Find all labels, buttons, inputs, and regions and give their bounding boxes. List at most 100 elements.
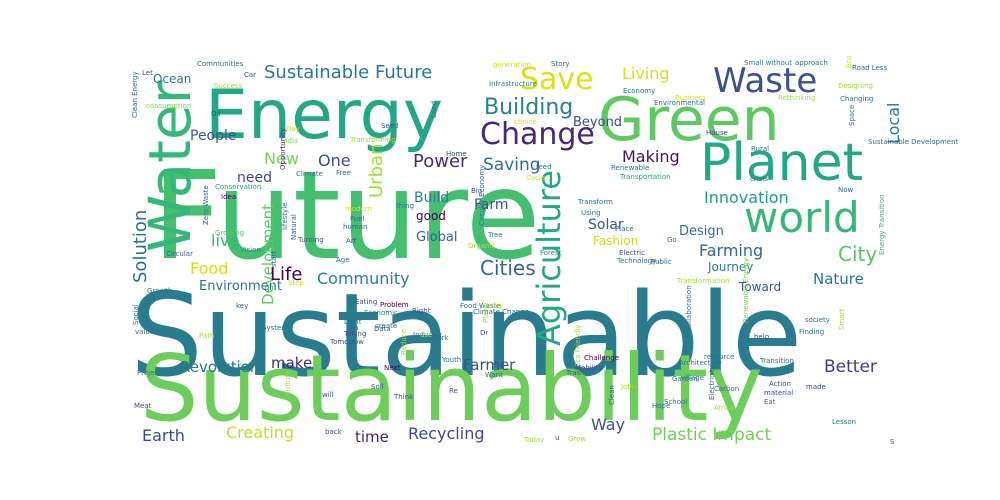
word-cloud-word: make: [271, 354, 312, 372]
word-cloud-word: Planet: [700, 133, 863, 193]
word-cloud-word: Finding: [799, 328, 824, 336]
word-cloud-word: Clean: [608, 385, 616, 405]
word-cloud-word: Economic: [364, 309, 398, 317]
word-cloud-word: Project: [137, 369, 161, 377]
word-cloud-word: Land: [430, 101, 438, 118]
word-cloud-word: Climate: [296, 170, 323, 178]
word-cloud-word: Living: [622, 64, 670, 83]
word-cloud-word: material: [764, 389, 793, 397]
word-cloud-word: House: [706, 129, 728, 137]
word-cloud-word: Road: [484, 302, 502, 310]
word-cloud-word: Circular: [166, 250, 193, 258]
word-cloud-word: Story: [551, 60, 570, 68]
word-cloud-word: Creating: [226, 423, 294, 442]
word-cloud-word: Communities: [197, 60, 244, 68]
word-cloud-word: Go: [667, 236, 677, 244]
word-cloud-word: Eat: [764, 398, 776, 406]
word-cloud-word: Rural: [751, 145, 769, 153]
word-cloud-word: human: [343, 223, 367, 231]
word-cloud-word: System: [262, 324, 288, 332]
word-cloud-word: Think: [393, 393, 414, 401]
word-cloud-word: Journey: [707, 260, 753, 274]
word-cloud-word: Sustainable Future: [264, 62, 432, 83]
word-cloud-word: Community: [317, 269, 410, 288]
word-cloud-word: Age: [336, 256, 350, 264]
word-cloud-word: Action: [769, 380, 791, 388]
word-cloud-word: modern: [345, 205, 372, 213]
word-cloud-word: Nature: [813, 270, 864, 288]
word-cloud-word: u: [555, 434, 559, 442]
word-cloud-word: Plant: [482, 305, 490, 323]
word-cloud-word: Transforming: [349, 136, 396, 144]
word-cloud-word: Tomorrow: [329, 338, 364, 346]
word-cloud-word: Path: [199, 332, 214, 340]
word-cloud-word: Fuel: [350, 215, 364, 223]
word-cloud-word: Building: [484, 95, 573, 120]
word-cloud-word: Fashion: [593, 234, 638, 248]
word-cloud-word: Local: [884, 103, 903, 144]
word-cloud-word: Infrastructure: [489, 80, 537, 88]
word-cloud-word: Farming: [699, 241, 763, 260]
word-cloud-word: create: [375, 322, 397, 330]
word-cloud-word: Mobility: [575, 364, 603, 372]
word-cloud-word: Solution: [130, 210, 151, 283]
word-cloud-word: Power: [413, 151, 468, 172]
word-cloud-word: Life: [270, 264, 302, 285]
word-cloud-word: Agriculture: [530, 170, 568, 346]
word-cloud-word: Transformation: [676, 277, 730, 285]
word-cloud-word: Growing: [215, 229, 244, 237]
word-cloud-word: Design: [679, 224, 724, 239]
word-cloud-word: made: [806, 383, 826, 391]
word-cloud-word: consumption: [146, 102, 191, 110]
word-cloud-word: Economy: [623, 87, 655, 95]
word-cloud-word: Meat: [134, 402, 152, 410]
word-cloud-word: Let: [142, 69, 153, 77]
word-cloud-word: feed: [536, 163, 552, 171]
word-cloud-word: Way: [591, 415, 625, 434]
word-cloud-word: Culture: [284, 371, 292, 396]
word-cloud-word: Organic: [468, 242, 495, 250]
word-cloud-word: Conservation: [215, 183, 261, 191]
word-cloud-word: Renewable: [611, 164, 649, 172]
word-cloud-word: Cycle: [526, 174, 545, 182]
word-cloud-word: Global: [416, 230, 457, 245]
word-cloud-word: Innovation: [704, 188, 789, 207]
word-cloud-word: Sustainability: [140, 335, 763, 442]
word-cloud-word: Earth: [142, 426, 185, 445]
word-cloud-word: Right: [412, 307, 431, 315]
word-cloud-word: Turning: [297, 236, 324, 244]
word-cloud-word: time: [355, 428, 389, 446]
word-cloud-word: Tree: [487, 231, 503, 239]
word-cloud-word: start: [270, 250, 278, 267]
word-cloud-word: Saving: [483, 155, 541, 175]
word-cloud-word: Africa: [714, 404, 734, 412]
word-cloud-word: Changing: [840, 95, 873, 103]
word-cloud-word: Now: [838, 186, 854, 194]
word-cloud-word: Data: [374, 325, 391, 333]
word-cloud-word: Want: [485, 371, 503, 379]
word-cloud-word: Technology: [616, 257, 656, 265]
word-cloud-word: Cities: [480, 256, 536, 280]
word-cloud-word: Reduce: [400, 329, 408, 355]
word-cloud-word: Idea: [221, 193, 236, 201]
word-cloud-word: Success: [214, 82, 243, 90]
word-cloud-word: Better: [824, 357, 877, 377]
word-cloud-word: Seed: [381, 122, 399, 130]
word-cloud-word: Space: [848, 105, 856, 126]
word-cloud-word: Revolution: [180, 358, 259, 376]
word-cloud-word: India: [281, 137, 298, 145]
word-cloud-word: Carbon: [714, 385, 739, 393]
word-cloud-word: Farm: [474, 197, 509, 213]
word-cloud-word: Natural: [290, 214, 298, 240]
word-cloud-word: Development: [259, 204, 277, 305]
word-cloud-word: Waste: [713, 61, 817, 101]
word-cloud-word: New: [264, 149, 299, 168]
word-cloud-word: world: [744, 193, 860, 242]
word-cloud-word: Change: [480, 117, 595, 152]
word-cloud-word: Car: [244, 71, 256, 79]
word-cloud-word: back: [325, 428, 343, 436]
word-cloud-word: will: [322, 391, 334, 399]
word-cloud-word: Public: [651, 258, 672, 266]
word-cloud-word: John: [620, 383, 636, 391]
